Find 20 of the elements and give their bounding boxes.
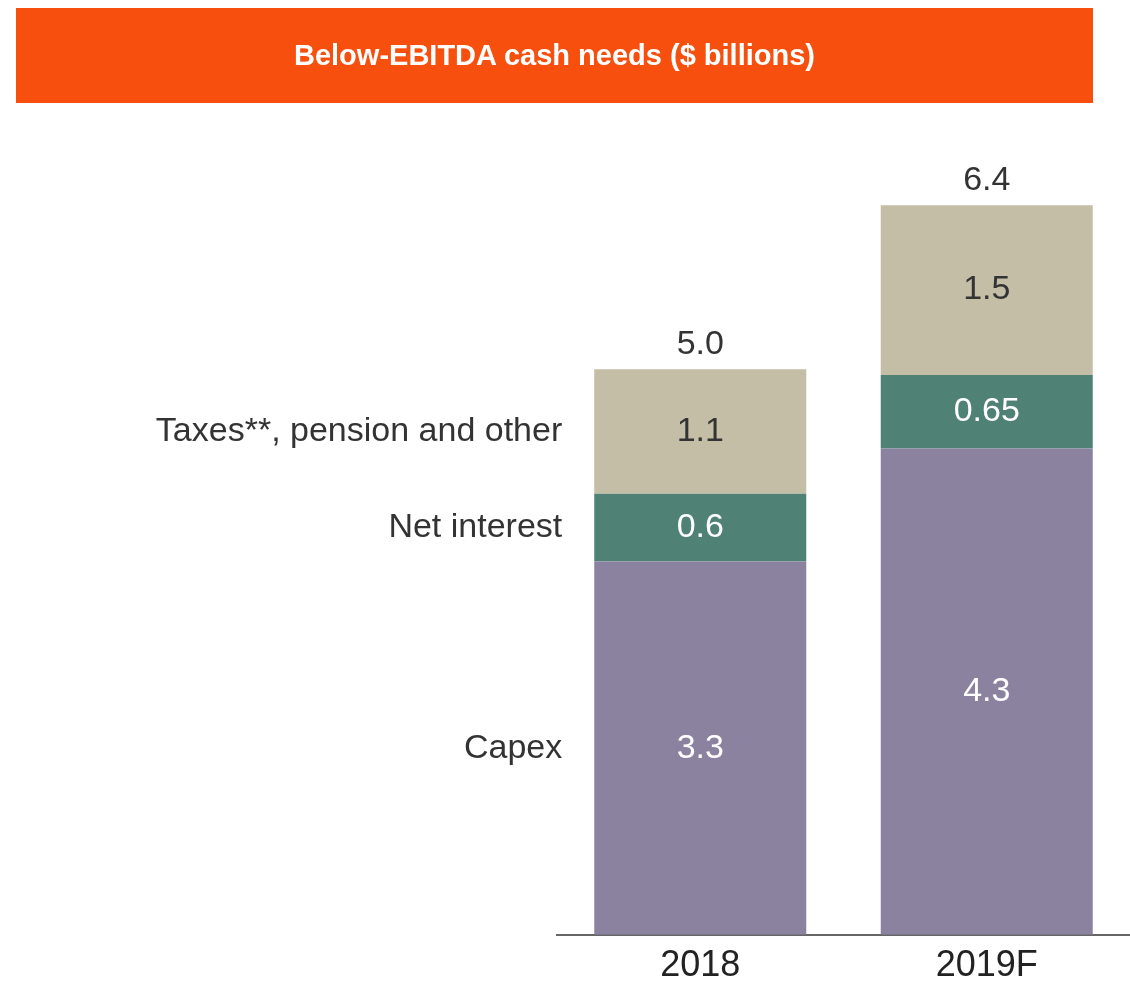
data-label: 3.3	[676, 726, 724, 765]
data-label: 0.65	[953, 390, 1020, 429]
series-label: Capex	[463, 726, 563, 765]
x-tick-label: 2018	[660, 943, 741, 985]
bar	[880, 205, 1093, 375]
series-label: Net interest	[388, 505, 563, 544]
bar	[880, 448, 1093, 935]
total-label: 5.0	[676, 322, 724, 361]
chart-title: Below-EBITDA cash needs ($ billions)	[16, 8, 1093, 103]
bar	[594, 369, 807, 494]
data-label: 1.5	[963, 268, 1011, 307]
data-label: 1.1	[676, 409, 724, 448]
series-label: Taxes**, pension and other	[155, 409, 563, 448]
total-label: 6.4	[963, 158, 1011, 197]
bar	[880, 374, 1093, 449]
x-tick-label: 2019F	[935, 943, 1038, 985]
data-label: 0.6	[676, 505, 724, 544]
data-label: 4.3	[963, 669, 1011, 708]
bar	[594, 493, 807, 562]
bar	[594, 561, 807, 935]
